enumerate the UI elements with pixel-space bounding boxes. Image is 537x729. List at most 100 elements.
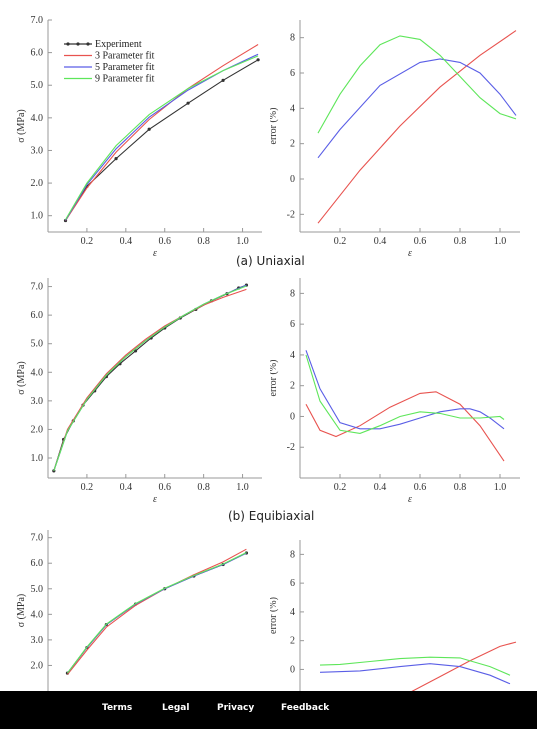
series-line-3-parameter-fit (67, 548, 247, 675)
third-error-chart: 0 2 4 6 8 error (%) (270, 540, 517, 691)
x-tick-label: 0.4 (374, 236, 387, 247)
y-tick-label: 2 (290, 636, 295, 647)
y-tick-label: 0 (290, 411, 295, 422)
series-line-experiment (53, 284, 247, 472)
series-line-3-parameter-fit (305, 391, 505, 462)
y-tick-label: 6 (290, 319, 295, 330)
y-tick-label: 4.0 (31, 609, 44, 620)
y-tick-label: 6.0 (31, 558, 44, 569)
legend-label-9-parameter-fit: 9 Parameter fit (95, 74, 155, 85)
y-tick-label: 4.0 (31, 113, 44, 124)
y-tick-label: 7.0 (31, 533, 44, 544)
y-tick-label: 3.0 (31, 145, 44, 156)
y-tick-label: 2.0 (31, 178, 44, 189)
footer-bar: Terms Legal Privacy Feedback (0, 691, 537, 729)
y-tick-label: 6 (290, 68, 295, 79)
y-tick-label: 2 (290, 139, 295, 150)
legend-marker (76, 42, 80, 46)
series-line-9-parameter-fit (67, 552, 247, 674)
x-tick-label: 0.6 (414, 236, 427, 247)
series-line-experiment (67, 552, 247, 674)
x-tick-label: 1.0 (236, 482, 249, 493)
y-tick-label: 7.0 (31, 282, 44, 293)
caption-uniaxial: (a) Uniaxial (236, 254, 305, 268)
legend-label-experiment: Experiment (95, 39, 142, 50)
y-tick-label: 7.0 (31, 15, 44, 26)
x-tick-label: 0.2 (81, 482, 94, 493)
data-point-experiment (114, 157, 118, 161)
y-tick-label: 4 (290, 350, 295, 361)
series-line-5-parameter-fit (67, 552, 247, 674)
series-line-5-parameter-fit (53, 284, 247, 472)
footer-link-feedback[interactable]: Feedback (281, 703, 330, 713)
series-line-3-parameter-fit (65, 44, 259, 221)
footer-link-terms[interactable]: Terms (102, 703, 133, 713)
uniaxial-stress-chart: 1.0 2.0 3.0 4.0 5.0 6.0 7.0 0.2 0.4 0.6 0.8 1.0 ε σ (… (16, 15, 262, 259)
series-line-9-parameter-fit (317, 35, 517, 134)
series-line-3-parameter-fit (411, 641, 517, 691)
series-line-9-parameter-fit (53, 285, 247, 472)
equibiaxial-stress-chart: 1.0 2.0 3.0 4.0 5.0 6.0 7.0 0.2 0.4 0.6 0.8 1.0 ε σ (… (16, 278, 262, 505)
y-tick-label: 2.0 (31, 660, 44, 671)
series-line-3-parameter-fit (317, 30, 517, 224)
series-line-3-parameter-fit (53, 288, 247, 472)
legend-marker (66, 42, 70, 46)
y-tick-label: 0 (290, 174, 295, 185)
y-tick-label: 8 (290, 33, 295, 44)
series-line-9-parameter-fit (319, 656, 511, 676)
x-tick-label: 0.6 (414, 482, 427, 493)
y-axis-label: error (%) (270, 360, 279, 397)
x-tick-label: 0.6 (158, 482, 171, 493)
legend-marker (86, 42, 90, 46)
y-axis-label: σ (MPa) (16, 361, 27, 394)
x-axis-label: ε (408, 494, 412, 505)
x-tick-label: 0.4 (120, 236, 133, 247)
y-tick-label: 6.0 (31, 310, 44, 321)
data-point-experiment (256, 58, 260, 62)
x-tick-label: 0.8 (197, 482, 210, 493)
x-axis-label: ε (153, 248, 157, 259)
series-line-9-parameter-fit (305, 354, 505, 434)
y-axis-label: error (%) (270, 597, 279, 634)
x-tick-label: 0.8 (454, 236, 467, 247)
x-tick-label: 0.2 (334, 236, 347, 247)
y-tick-label: 8 (290, 549, 295, 560)
y-tick-label: -2 (287, 209, 295, 220)
y-tick-label: 8 (290, 288, 295, 299)
x-tick-label: 0.2 (334, 482, 347, 493)
y-tick-label: 2.0 (31, 424, 44, 435)
y-tick-label: 1.0 (31, 211, 44, 222)
x-tick-label: 0.2 (81, 236, 94, 247)
data-point-experiment (147, 127, 151, 131)
series-line-5-parameter-fit (305, 350, 505, 430)
x-axis-label: ε (153, 494, 157, 505)
y-tick-label: 2 (290, 381, 295, 392)
y-tick-label: 3.0 (31, 635, 44, 646)
series-line-5-parameter-fit (319, 663, 511, 685)
series-line-9-parameter-fit (65, 55, 259, 220)
y-tick-label: 5.0 (31, 584, 44, 595)
y-tick-label: 5.0 (31, 339, 44, 350)
caption-equibiaxial: (b) Equibiaxial (228, 509, 315, 523)
data-point-experiment (221, 78, 225, 82)
y-axis-label: σ (MPa) (16, 109, 27, 142)
equibiaxial-error-chart: -2 0 2 4 6 8 0.2 0.4 0.6 0.8 1.0 ε error (%) (270, 278, 520, 505)
y-tick-label: 5.0 (31, 80, 44, 91)
x-axis-label: ε (408, 248, 412, 259)
legend-label-3-parameter-fit: 3 Parameter fit (95, 51, 155, 62)
footer-link-privacy[interactable]: Privacy (217, 703, 255, 713)
x-tick-label: 0.4 (374, 482, 387, 493)
x-tick-label: 1.0 (494, 236, 507, 247)
x-tick-label: 1.0 (236, 236, 249, 247)
x-tick-label: 0.8 (197, 236, 210, 247)
y-tick-label: 3.0 (31, 396, 44, 407)
legend-label-5-parameter-fit: 5 Parameter fit (95, 62, 155, 73)
footer-link-legal[interactable]: Legal (162, 703, 190, 713)
third-stress-chart: 2.0 3.0 4.0 5.0 6.0 7.0 σ (MPa) (16, 530, 249, 691)
x-tick-label: 0.4 (120, 482, 133, 493)
x-tick-label: 1.0 (494, 482, 507, 493)
y-axis-label: error (%) (270, 108, 279, 145)
y-tick-label: 1.0 (31, 453, 44, 464)
series-line-5-parameter-fit (317, 58, 517, 159)
